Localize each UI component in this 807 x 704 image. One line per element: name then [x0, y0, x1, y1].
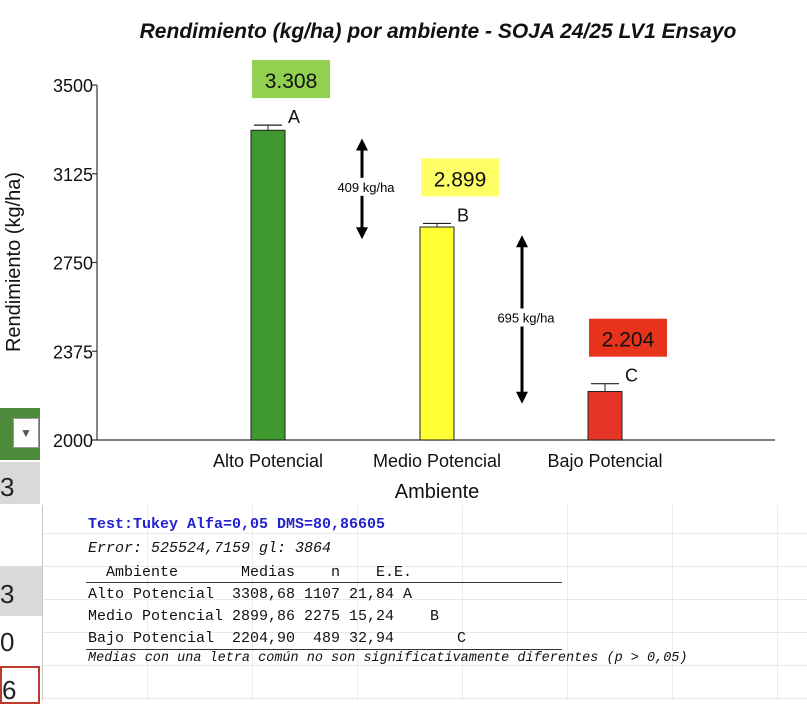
spreadsheet-cell[interactable]: 3	[0, 566, 42, 616]
tukey-test-output: Test:Tukey Alfa=0,05 DMS=80,86605 Error:…	[82, 514, 807, 700]
difference-label: 695 kg/ha	[497, 310, 555, 325]
significance-letter: B	[457, 205, 469, 225]
tukey-row: Medio Potencial 2899,86 2275 15,24 B	[88, 608, 440, 625]
difference-label-bg	[328, 177, 396, 196]
x-tick-label: Bajo Potencial	[547, 451, 662, 471]
spreadsheet-cell[interactable]: 0	[0, 627, 15, 657]
difference-label-bg	[488, 308, 556, 327]
spreadsheet-gridlines	[42, 500, 807, 700]
value-label: 3.308	[265, 70, 318, 93]
tukey-table-header: Ambiente Medias n E.E.	[88, 564, 413, 581]
difference-label: 409 kg/ha	[337, 180, 395, 195]
significance-letter: C	[625, 366, 638, 386]
tukey-row: Alto Potencial 3308,68 1107 21,84 A	[88, 586, 413, 603]
y-tick-label: 3500	[53, 76, 93, 96]
y-tick-label: 2375	[53, 342, 93, 362]
bar-series: A Alto Potencial 3.308 B Medio Potencial 2.89…	[213, 60, 667, 471]
x-axis-label: Ambiente	[395, 481, 480, 503]
x-tick-label: Alto Potencial	[213, 451, 323, 471]
value-label-box	[589, 318, 667, 357]
tukey-footnote: Medias con una letra común no son signif…	[88, 651, 688, 666]
chart-title: Rendimiento (kg/ha) por ambiente - SOJA …	[140, 20, 737, 43]
value-label-box	[421, 158, 499, 197]
spreadsheet-cell-selected[interactable]: 6	[0, 666, 40, 704]
tukey-row: Bajo Potencial 2204,90 489 32,94 C	[88, 630, 467, 647]
yield-bar-chart: Rendimiento (kg/ha) por ambiente - SOJA …	[3, 20, 775, 503]
difference-annotations: 409 kg/ha 695 kg/ha	[328, 138, 556, 404]
difference-arrow-head	[516, 235, 528, 248]
bar	[419, 226, 455, 441]
significance-letter: A	[288, 107, 300, 127]
value-label-box	[252, 60, 330, 99]
tukey-error-line: Error: 525524,7159 gl: 3864	[88, 540, 332, 557]
bar	[587, 391, 623, 441]
difference-arrow-head	[356, 227, 368, 240]
x-tick-label: Medio Potencial	[373, 451, 501, 471]
value-label: 2.204	[602, 329, 655, 352]
value-label: 2.899	[434, 168, 487, 191]
tukey-header-rule	[86, 582, 562, 583]
y-tick-label: 2750	[53, 254, 93, 274]
y-tick-label: 3125	[53, 165, 93, 185]
difference-arrow-head	[356, 138, 368, 151]
bar	[250, 129, 286, 441]
tukey-footer-rule	[86, 649, 562, 650]
difference-arrow-head	[516, 391, 528, 404]
y-axis-label: Rendimiento (kg/ha)	[3, 172, 25, 352]
y-tick-label: 2000	[53, 431, 93, 451]
tukey-test-line: Test:Tukey Alfa=0,05 DMS=80,86605	[88, 516, 386, 533]
filter-dropdown-icon[interactable]: ▼	[13, 418, 39, 448]
spreadsheet-cell[interactable]: 3	[0, 462, 42, 504]
